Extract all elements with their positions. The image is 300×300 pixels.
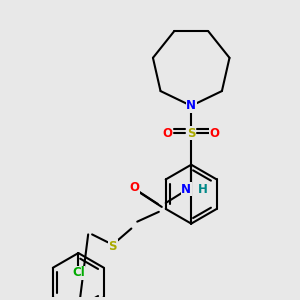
Text: H: H — [198, 183, 208, 196]
Text: S: S — [187, 127, 196, 140]
Text: Cl: Cl — [72, 266, 85, 279]
Text: O: O — [163, 127, 173, 140]
Text: O: O — [129, 181, 139, 194]
Text: N: N — [181, 183, 191, 196]
Text: S: S — [109, 240, 117, 253]
Text: O: O — [210, 127, 220, 140]
Text: N: N — [186, 99, 196, 112]
